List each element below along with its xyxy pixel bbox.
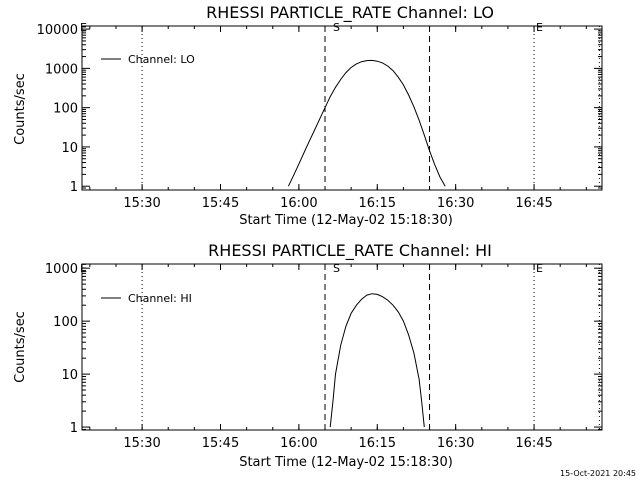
marker-label-layer: E S E — [80, 262, 543, 275]
x-tick-label: 16:15 — [359, 436, 396, 451]
chart-title: RHESSI PARTICLE_RATE Channel: LO — [206, 3, 494, 23]
chart-title: RHESSI PARTICLE_RATE Channel: HI — [208, 241, 492, 261]
series-layer — [287, 59, 446, 187]
series-line — [287, 59, 446, 187]
x-tick-label: 16:45 — [515, 196, 552, 211]
legend: Channel: HI — [101, 292, 192, 305]
y-axis-label: Counts/sec — [13, 311, 28, 383]
x-tick-label: 16:30 — [437, 196, 474, 211]
legend: Channel: LO — [101, 53, 195, 66]
series-layer — [329, 293, 425, 428]
y-axis-label: Counts/sec — [13, 73, 28, 145]
x-axis-label: Start Time (12-May-02 15:18:30) — [239, 213, 453, 228]
footer-timestamp: 15-Oct-2021 20:45 — [560, 469, 636, 478]
y-tick-label: 1 — [70, 180, 78, 195]
plot-area-frame — [81, 25, 603, 191]
x-tick-label: 15:30 — [123, 436, 160, 451]
series-line — [329, 293, 425, 428]
marker-label-layer: E S E — [80, 21, 543, 34]
marker-label-end: E — [536, 262, 543, 275]
legend-label: Channel: HI — [128, 292, 192, 305]
x-tick-label: 16:00 — [280, 196, 317, 211]
marker-label-left: E — [80, 262, 87, 275]
marker-label-end: E — [536, 21, 543, 34]
y-tick-label: 10 — [61, 141, 78, 156]
plot-area-frame — [81, 263, 603, 431]
y-tick-label: 100 — [53, 102, 78, 117]
y-tick-label: 1000 — [45, 62, 78, 77]
x-tick-label: 15:45 — [202, 196, 239, 211]
chart-panel-lo: RHESSI PARTICLE_RATE Channel: LO Counts/… — [13, 3, 603, 228]
y-tick-label: 100 — [53, 315, 78, 330]
y-tick-label: 10000 — [37, 23, 78, 38]
event-marker-layer — [81, 26, 600, 190]
x-tick-label: 16:45 — [515, 436, 552, 451]
y-tick-label: 1000 — [45, 262, 78, 277]
x-tick-label: 15:45 — [202, 436, 239, 451]
tick-layer: 15:30 15:45 16:00 16:15 16:30 16:45 1 10 100 1000 — [45, 262, 602, 451]
x-tick-label: 15:30 — [123, 196, 160, 211]
chart-panel-hi: RHESSI PARTICLE_RATE Channel: HI Counts/… — [13, 241, 603, 470]
marker-label-start: S — [333, 262, 340, 275]
y-tick-label: 1 — [70, 421, 78, 436]
x-tick-label: 16:30 — [437, 436, 474, 451]
x-tick-label: 16:15 — [359, 196, 396, 211]
marker-label-start: S — [333, 21, 340, 34]
marker-label-left: E — [80, 21, 87, 34]
x-tick-label: 16:00 — [280, 436, 317, 451]
x-axis-label: Start Time (12-May-02 15:18:30) — [239, 455, 453, 470]
legend-label: Channel: LO — [128, 53, 195, 66]
event-marker-layer — [81, 264, 600, 430]
y-tick-label: 10 — [61, 368, 78, 383]
tick-layer: 15:30 15:45 16:00 16:15 16:30 16:45 1 10 100 1000… — [37, 23, 602, 211]
